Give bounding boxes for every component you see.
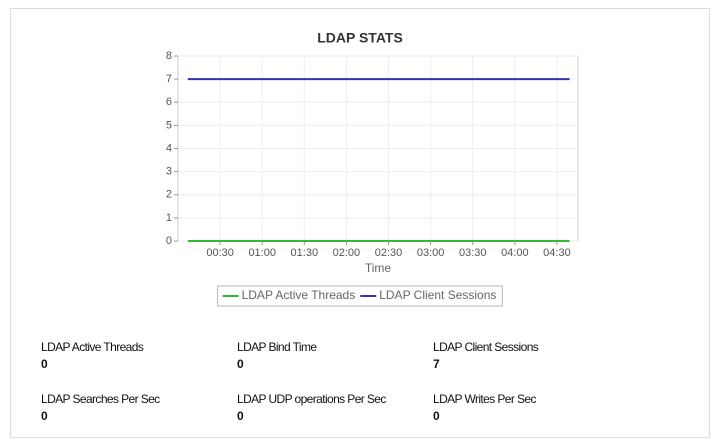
y-tick-label: 4 bbox=[166, 142, 172, 154]
chart: LDAP STATS Time 0 1 2 3 4 5 6 7 8 00:30 01:00 01:30… bbox=[166, 30, 579, 307]
x-tick-label: 01:00 bbox=[248, 247, 276, 259]
x-tick-label: 00:30 bbox=[206, 247, 234, 259]
x-tick-label: 03:30 bbox=[459, 247, 487, 259]
legend-label: LDAP Active Threads bbox=[242, 288, 356, 302]
stat-value: 0 bbox=[41, 357, 48, 371]
y-tick-label: 3 bbox=[166, 166, 172, 178]
x-tick-label: 04:00 bbox=[501, 247, 529, 259]
y-tick-label: 6 bbox=[166, 96, 172, 108]
x-tick-label: 03:00 bbox=[417, 247, 445, 259]
stat: LDAP Active Threads 0 bbox=[41, 340, 231, 371]
stat-label: LDAP Searches Per Sec bbox=[41, 392, 160, 406]
stat-value: 0 bbox=[237, 409, 244, 423]
x-tick-label: 04:30 bbox=[543, 247, 571, 259]
y-tick-label: 2 bbox=[166, 189, 172, 201]
stat-label: LDAP UDP operations Per Sec bbox=[237, 392, 386, 406]
legend-label: LDAP Client Sessions bbox=[379, 288, 496, 302]
stat-value: 0 bbox=[433, 409, 440, 423]
stat-label: LDAP Active Threads bbox=[41, 340, 144, 354]
stat: LDAP Searches Per Sec 0 bbox=[41, 392, 231, 423]
legend: LDAP Active Threads LDAP Client Sessions bbox=[217, 285, 503, 307]
stat: LDAP UDP operations Per Sec 0 bbox=[237, 392, 427, 423]
panel bbox=[10, 8, 710, 438]
y-tick-label: 0 bbox=[166, 235, 172, 247]
stat-label: LDAP Bind Time bbox=[237, 340, 317, 354]
stat-value: 7 bbox=[433, 357, 440, 371]
x-tick-label: 01:30 bbox=[291, 247, 319, 259]
y-tick-label: 7 bbox=[166, 73, 172, 85]
stat-label: LDAP Client Sessions bbox=[433, 340, 539, 354]
stat-value: 0 bbox=[237, 357, 244, 371]
stat: LDAP Writes Per Sec 0 bbox=[433, 392, 623, 423]
stat-value: 0 bbox=[41, 409, 48, 423]
stat-label: LDAP Writes Per Sec bbox=[433, 392, 536, 406]
y-tick-label: 8 bbox=[166, 50, 172, 62]
x-tick-label: 02:00 bbox=[333, 247, 361, 259]
legend-box bbox=[217, 285, 503, 307]
y-tick-label: 5 bbox=[166, 119, 172, 131]
y-tick-label: 1 bbox=[166, 212, 172, 224]
x-tick-label: 02:30 bbox=[375, 247, 403, 259]
stat: LDAP Client Sessions 7 bbox=[433, 340, 623, 371]
chart-title: LDAP STATS bbox=[317, 30, 403, 46]
stat: LDAP Bind Time 0 bbox=[237, 340, 427, 371]
x-axis-label: Time bbox=[365, 261, 392, 275]
